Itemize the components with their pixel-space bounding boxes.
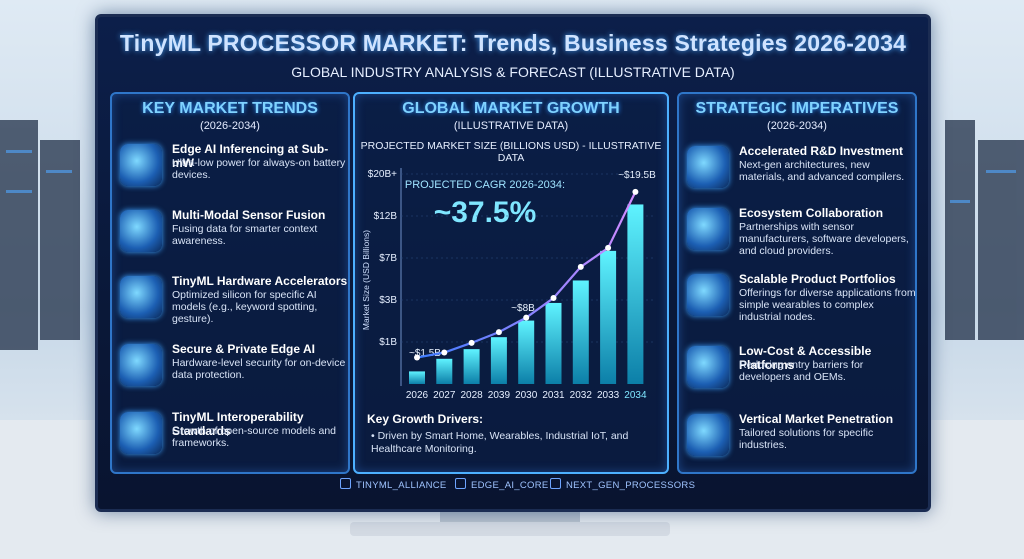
list-item: Multi-Modal Sensor Fusion Fusing data for… (120, 208, 344, 266)
line-point (441, 349, 448, 356)
x-tick-label: 2027 (433, 390, 456, 401)
bar (545, 302, 562, 384)
item-title: Secure & Private Edge AI (172, 342, 315, 356)
item-title: TinyML Hardware Accelerators (172, 274, 348, 288)
bar (627, 204, 644, 384)
cagr-value: ~37.5% (434, 196, 537, 229)
item-title: Vertical Market Penetration (739, 412, 894, 426)
item-title: Scalable Product Portfolios (739, 272, 896, 286)
chart-title: PROJECTED MARKET SIZE (BILLIONS USD) - I… (360, 140, 662, 164)
list-item: Ecosystem Collaboration Partnerships with… (687, 206, 911, 264)
item-text: Hardware-level security for on-device da… (172, 357, 346, 381)
item-text: Optimized silicon for specific AI models… (172, 289, 318, 325)
annotation: ~$19.5B (618, 170, 656, 181)
item-text: Fusing data for smarter context awarenes… (172, 223, 318, 247)
item-icon (687, 208, 729, 250)
x-tick-label: 2030 (515, 390, 538, 401)
item-title: TinyML Interoperability Standards (172, 410, 304, 438)
page-subtitle: GLOBAL INDUSTRY ANALYSIS & FORECAST (ILL… (291, 64, 735, 80)
y-tick-label: $3B (379, 295, 397, 306)
panel-title: GLOBAL MARKET GROWTH (402, 100, 620, 117)
x-tick-label: 2033 (597, 390, 620, 401)
item-text: Partnerships with sensor manufacturers, … (739, 221, 909, 257)
chart: Market Size (USD Billions) PROJECTED CAG… (361, 168, 656, 401)
list-item: Secure & Private Edge AI Hardware-level s… (120, 342, 345, 400)
line-point (632, 188, 639, 195)
line-point (577, 263, 584, 270)
item-icon (120, 210, 162, 252)
drivers-body: Driven by Smart Home, Wearables, Industr… (371, 430, 629, 455)
panel-title: STRATEGIC IMPERATIVES (695, 100, 899, 117)
list-item: Scalable Product Portfolios Offerings for… (687, 272, 916, 330)
y-tick-label: $12B (374, 211, 398, 222)
annotation: ~$8B (511, 303, 535, 314)
list-item: Low-Cost & Accessible Platforms Reducing … (687, 344, 911, 402)
item-title: Edge AI Inferencing at Sub-mW (172, 142, 329, 170)
y-tick-label: $20B+ (368, 169, 397, 180)
item-icon (687, 274, 729, 316)
item-icon (120, 344, 162, 386)
panel-subtitle: (ILLUSTRATIVE DATA) (453, 120, 569, 132)
page-title: TinyML PROCESSOR MARKET: Trends, Busines… (119, 30, 907, 56)
panel-subtitle: (2026-2034) (200, 120, 260, 132)
item-title: Low-Cost & Accessible Platforms (739, 344, 872, 372)
list-item: Accelerated R&D Investment Next-gen archi… (687, 144, 911, 202)
drivers-title: Key Growth Drivers: (367, 412, 484, 426)
x-tick-label: 2034 (624, 390, 647, 401)
list-item: TinyML Interoperability Standards Growth … (120, 410, 344, 468)
drivers-text: • Driven by Smart Home, Wearables, Indus… (371, 430, 629, 455)
y-axis-label: Market Size (USD Billions) (361, 230, 371, 330)
footer-tag: EDGE_AI_CORE (455, 478, 549, 491)
line-point (605, 244, 612, 251)
x-tick-label: 2032 (570, 390, 593, 401)
y-tick-label: $1B (379, 337, 397, 348)
bar (518, 320, 535, 384)
line-point (523, 314, 530, 321)
x-tick-label: 2026 (406, 390, 429, 401)
list-item: Vertical Market Penetration Tailored solu… (687, 412, 911, 470)
bar (490, 337, 507, 384)
item-text: Offerings for diverse applications from … (739, 287, 916, 323)
item-icon (687, 414, 729, 456)
panel-subtitle: (2026-2034) (767, 120, 827, 132)
item-text: Growth of open-source models and framewo… (172, 425, 337, 449)
line-point (495, 329, 502, 336)
bar (409, 371, 425, 384)
y-tick-label: $7B (379, 253, 397, 264)
item-text: Reducing entry barriers for developers a… (739, 359, 864, 383)
item-icon (120, 412, 162, 454)
item-icon (120, 276, 162, 318)
line-point (414, 354, 420, 361)
item-text: Next-gen architectures, new materials, a… (739, 159, 905, 183)
x-tick-label: 2031 (542, 390, 565, 401)
x-tick-label: 2039 (488, 390, 511, 401)
item-icon (120, 144, 162, 186)
strategies-panel: STRATEGIC IMPERATIVES (2026-2034) Accele… (677, 92, 917, 474)
item-title: Accelerated R&D Investment (739, 144, 904, 158)
x-tick-label: 2028 (460, 390, 483, 401)
item-title: Ecosystem Collaboration (739, 206, 884, 220)
line-point (468, 339, 475, 346)
trends-panel: KEY MARKET TRENDS (2026-2034) Edge AI In… (110, 92, 350, 474)
bar (436, 358, 453, 384)
footer-tag: NEXT_GEN_PROCESSORS (550, 478, 695, 491)
footer-tag: TINYML_ALLIANCE (340, 478, 447, 491)
bar (572, 280, 589, 384)
cagr-label: PROJECTED CAGR 2026-2034: (405, 179, 565, 191)
bar (600, 250, 617, 384)
item-text: Tailored solutions for specific industri… (739, 427, 874, 451)
growth-panel: GLOBAL MARKET GROWTH (ILLUSTRATIVE DATA)… (353, 92, 669, 474)
item-text: Ultra-low power for always-on battery de… (172, 157, 346, 181)
list-item: Edge AI Inferencing at Sub-mW Ultra-low p… (120, 142, 345, 200)
item-icon (687, 346, 729, 388)
line-point (550, 295, 557, 302)
item-icon (687, 146, 729, 188)
panel-title: KEY MARKET TRENDS (142, 100, 318, 117)
list-item: TinyML Hardware Accelerators Optimized si… (120, 274, 347, 332)
item-title: Multi-Modal Sensor Fusion (172, 208, 326, 222)
bar (463, 349, 480, 384)
annotation: ~$1.5B (409, 348, 441, 359)
